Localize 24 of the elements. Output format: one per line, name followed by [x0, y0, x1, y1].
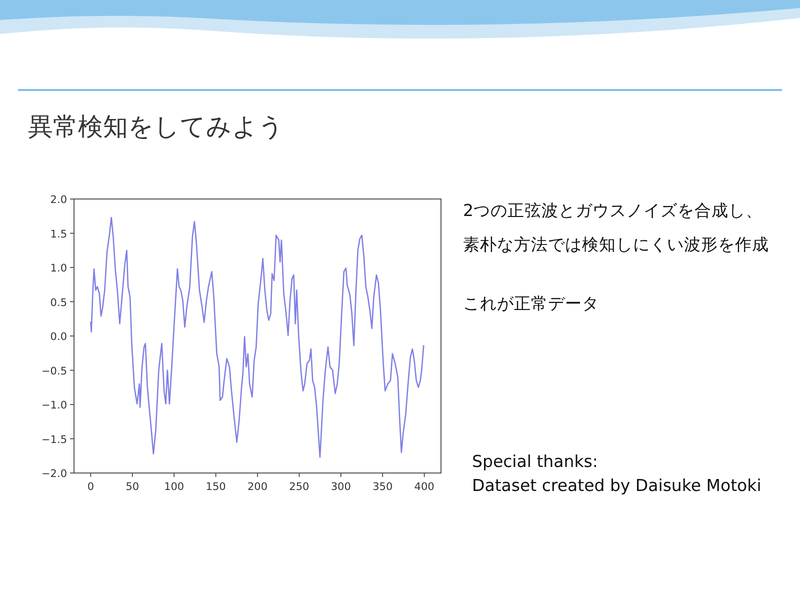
y-tick-label: −0.5 [42, 365, 67, 378]
text: 2つの正弦波とガウスノイズを合成し、素朴な方法では検知しにくい波形を作成 [463, 200, 770, 256]
y-tick-label: 1.0 [50, 262, 67, 274]
x-tick-label: 300 [330, 481, 351, 493]
x-tick-label: 50 [126, 481, 140, 493]
y-tick-label: 1.5 [50, 228, 67, 240]
y-tick-label: 2.0 [50, 194, 67, 206]
y-tick-label: −1.0 [42, 400, 67, 412]
x-tick-label: 150 [206, 481, 226, 493]
x-tick-label: 200 [247, 481, 268, 493]
x-tick-label: 250 [289, 481, 310, 493]
x-tick-label: 350 [372, 481, 393, 493]
line-series [90, 216, 424, 458]
x-tick-label: 0 [87, 481, 94, 493]
y-tick-label: −1.5 [42, 434, 67, 446]
text: Special thanks: [472, 451, 599, 473]
y-tick-label: 0.5 [50, 296, 67, 309]
x-tick-label: 100 [164, 481, 184, 493]
chart-title: 異常検知をしてみよう [28, 112, 284, 141]
y-tick-label: 0.0 [50, 331, 67, 343]
text: Dataset created by Daisuke Motoki [472, 475, 762, 497]
y-tick-label: −2.0 [42, 468, 67, 480]
text: これが正常データ [463, 293, 600, 315]
x-tick-label: 400 [414, 481, 434, 493]
